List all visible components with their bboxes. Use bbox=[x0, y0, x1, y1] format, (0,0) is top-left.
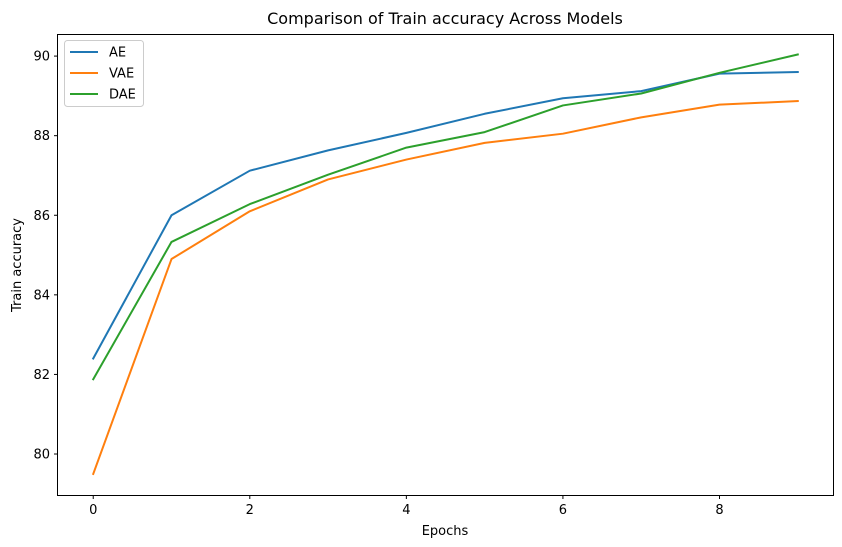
legend-label-vae: VAE bbox=[109, 67, 134, 82]
x-tick-label: 6 bbox=[559, 503, 567, 518]
series-line-dae bbox=[91, 53, 799, 381]
series-line-vae bbox=[91, 100, 799, 476]
legend-box bbox=[64, 40, 144, 107]
legend-label-dae: DAE bbox=[109, 88, 136, 103]
x-axis-ticks: 0 2 4 6 8 bbox=[89, 495, 724, 518]
y-tick-label: 84 bbox=[33, 288, 50, 303]
y-tick-label: 88 bbox=[33, 129, 50, 144]
chart-title: Comparison of Train accuracy Across Mode… bbox=[267, 9, 623, 28]
x-tick-label: 4 bbox=[402, 503, 410, 518]
y-axis-label: Train accuracy bbox=[10, 218, 25, 313]
series-layer bbox=[91, 53, 799, 476]
y-tick-label: 90 bbox=[33, 50, 50, 65]
y-axis-ticks: 80 82 84 86 88 90 bbox=[33, 50, 58, 463]
legend: AE VAE DAE bbox=[64, 40, 144, 107]
y-tick-label: 86 bbox=[33, 209, 50, 224]
x-axis-label: Epochs bbox=[422, 524, 469, 539]
y-tick-label: 82 bbox=[33, 368, 50, 383]
plot-area-frame bbox=[57, 34, 834, 496]
x-tick-label: 8 bbox=[715, 503, 723, 518]
x-tick-label: 2 bbox=[246, 503, 254, 518]
x-tick-label: 0 bbox=[89, 503, 97, 518]
legend-label-ae: AE bbox=[109, 46, 126, 61]
y-tick-label: 80 bbox=[33, 448, 50, 463]
